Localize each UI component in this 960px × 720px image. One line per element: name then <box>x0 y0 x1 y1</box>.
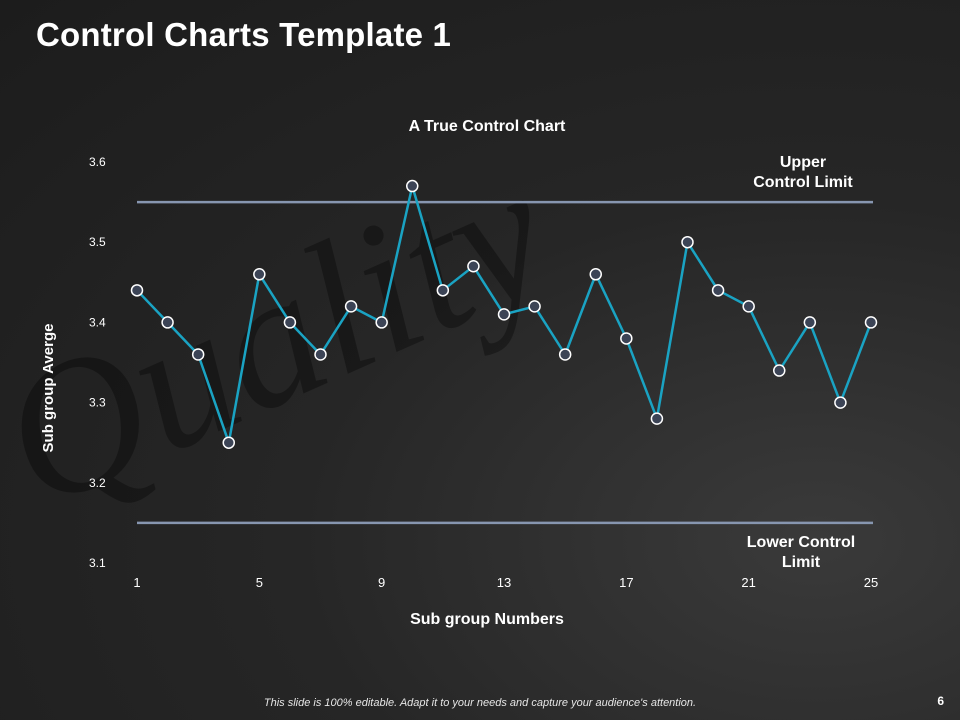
page-number: 6 <box>937 694 944 708</box>
x-tick-label: 5 <box>256 575 263 590</box>
data-point <box>497 308 511 321</box>
data-point <box>253 268 266 281</box>
data-point <box>467 260 480 273</box>
x-tick-label: 1 <box>133 575 140 590</box>
data-point <box>406 179 419 193</box>
data-point <box>558 348 572 361</box>
data-point <box>436 284 450 297</box>
lower-control-limit-label: Lower Control <box>747 534 855 551</box>
data-point <box>528 300 541 313</box>
data-point <box>711 284 725 297</box>
data-point <box>742 300 755 313</box>
x-tick-label: 25 <box>864 575 878 590</box>
quality-watermark: Quality <box>0 125 578 549</box>
data-point <box>650 412 664 425</box>
chart-title: A True Control Chart <box>409 118 566 135</box>
data-point <box>681 235 694 249</box>
data-point <box>620 332 633 345</box>
data-point <box>375 316 388 329</box>
x-tick-label: 9 <box>378 575 385 590</box>
y-tick-label: 3.3 <box>89 396 106 410</box>
y-tick-label: 3.5 <box>89 235 106 249</box>
footer-note: This slide is 100% editable. Adapt it to… <box>263 697 697 709</box>
y-tick-label: 3.2 <box>89 476 106 490</box>
data-point <box>864 316 878 329</box>
data-point <box>283 316 297 329</box>
data-point <box>130 284 144 297</box>
y-tick-label: 3.6 <box>89 155 106 169</box>
lower-control-limit-label: Limit <box>782 554 821 571</box>
upper-control-limit-label: Control Limit <box>753 174 853 191</box>
data-point <box>803 316 817 329</box>
y-tick-label: 3.4 <box>89 315 106 329</box>
data-point <box>191 348 205 361</box>
data-point <box>161 316 174 329</box>
data-point <box>589 268 602 281</box>
x-axis-label: Sub group Numbers <box>410 611 564 628</box>
data-point <box>222 436 235 449</box>
y-axis-label: Sub group Averge <box>40 324 57 453</box>
x-tick-label: 21 <box>741 575 755 590</box>
data-point <box>773 364 786 377</box>
x-tick-label: 17 <box>619 575 633 590</box>
data-point <box>834 396 847 409</box>
slide-title: Control Charts Template 1 <box>36 16 452 53</box>
x-tick-label: 13 <box>497 575 511 590</box>
data-point <box>314 348 327 361</box>
y-tick-label: 3.1 <box>89 556 106 570</box>
data-point <box>344 300 358 313</box>
upper-control-limit-label: Upper <box>780 154 826 171</box>
